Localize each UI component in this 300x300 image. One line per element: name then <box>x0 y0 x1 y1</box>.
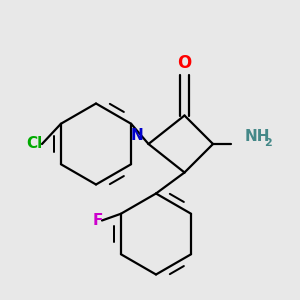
Text: NH: NH <box>244 129 270 144</box>
Text: N: N <box>130 128 143 142</box>
Text: 2: 2 <box>265 137 272 148</box>
Text: Cl: Cl <box>26 136 43 152</box>
Text: F: F <box>92 213 103 228</box>
Text: O: O <box>177 54 192 72</box>
